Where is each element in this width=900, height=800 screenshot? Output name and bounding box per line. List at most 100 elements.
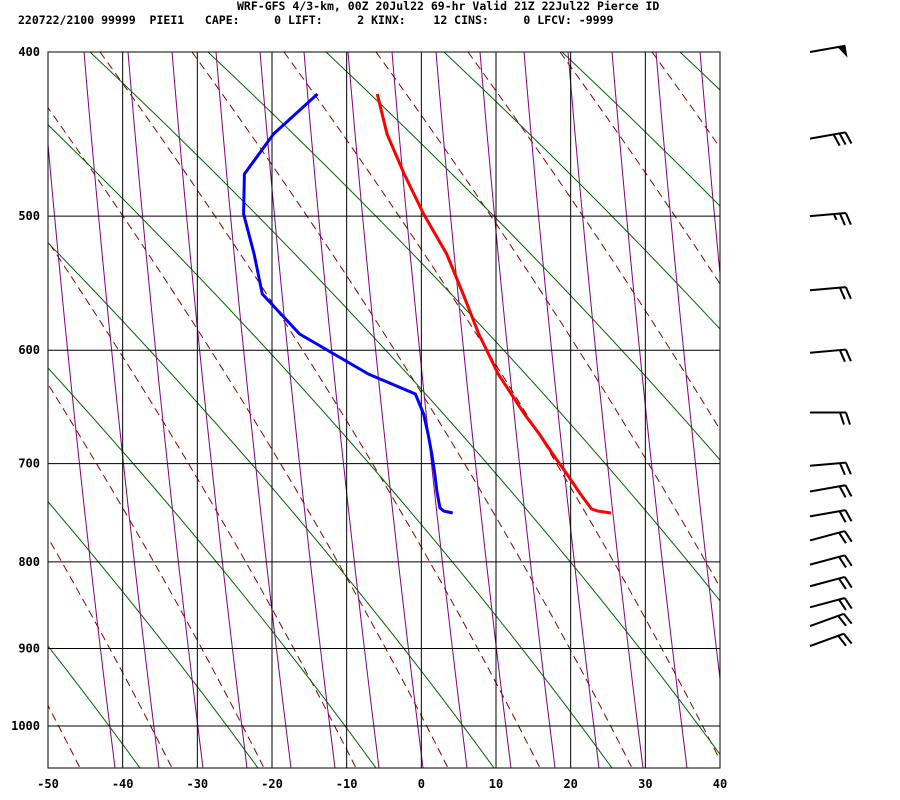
wind-barb-half-flag — [832, 213, 838, 221]
mixing-ratio-line — [48, 124, 613, 768]
x-tick-label: -10 — [336, 777, 358, 791]
wind-barb — [809, 554, 853, 568]
x-tick-label: 40 — [713, 777, 727, 791]
dry-adiabat-line — [48, 383, 265, 768]
x-axis-ticks: -50 -40 -30 -20 -10 0 10 20 30 40 — [37, 777, 727, 791]
wind-barb-flag — [844, 509, 853, 522]
wind-barb-flag — [838, 532, 847, 544]
dry-adiabat-line — [467, 52, 720, 431]
dry-adiabat-line — [375, 52, 720, 589]
wind-barb-flag — [845, 412, 851, 425]
moist-adiabat-line — [391, 52, 468, 768]
wind-barb-staff — [809, 44, 846, 53]
moist-adiabat-line — [523, 52, 600, 768]
wind-barb-flag — [843, 576, 853, 589]
wind-barb-staff — [809, 509, 846, 518]
dry-adiabat-line — [48, 240, 357, 768]
wind-barb — [809, 597, 853, 611]
wind-barb-flag — [843, 613, 853, 625]
moist-adiabat-line — [479, 52, 556, 768]
wind-barb-flag — [844, 212, 852, 226]
wind-barb-flag — [838, 510, 847, 523]
wind-barb — [809, 131, 853, 147]
wind-barb-flag — [844, 286, 852, 300]
mixing-ratio-line — [561, 52, 720, 207]
moist-adiabat-line — [171, 52, 248, 768]
wind-barb-flag — [844, 462, 852, 475]
sounding-traces — [242, 92, 612, 515]
x-tick-label: -20 — [261, 777, 283, 791]
x-tick-label: -50 — [37, 777, 59, 791]
y-tick-label: 400 — [18, 45, 40, 59]
moist-adiabat-line — [655, 52, 720, 683]
wind-barb-pennant — [837, 45, 848, 58]
wind-barbs — [809, 44, 853, 647]
wind-barb-flag — [838, 485, 847, 498]
moist-adiabat-line — [303, 52, 380, 768]
wind-barb — [809, 575, 853, 590]
grid — [47, 51, 721, 768]
wind-barb-flag — [843, 554, 853, 567]
dry-adiabat-line — [559, 52, 720, 285]
x-tick-label: -30 — [186, 777, 208, 791]
mixing-ratio-line — [325, 52, 720, 461]
moist-adiabat-line — [215, 52, 292, 768]
dry-adiabat-line — [99, 52, 541, 768]
wind-barb-flag — [838, 213, 846, 226]
background-lines — [48, 52, 900, 768]
wind-barb — [809, 286, 852, 300]
temperature-trace — [375, 93, 612, 515]
wind-barb-staff — [809, 131, 846, 140]
wind-barb-flag — [838, 349, 846, 363]
moist-adiabat-line — [435, 52, 512, 768]
y-tick-label: 500 — [18, 209, 40, 223]
wind-barb-flag — [844, 131, 853, 144]
mixing-ratio-line — [48, 645, 141, 768]
x-tick-label: 20 — [563, 777, 577, 791]
mixing-ratio-line — [679, 52, 720, 91]
dewpoint-trace — [242, 92, 454, 515]
wind-barb-flag — [843, 633, 853, 645]
dry-adiabat-line — [744, 52, 900, 768]
mixing-ratio-line — [48, 367, 377, 768]
moist-adiabat-line — [83, 52, 160, 768]
dry-adiabat-line — [48, 704, 81, 768]
wind-barb — [809, 212, 852, 226]
wind-barb-flag — [838, 462, 846, 476]
moist-adiabat-line — [347, 52, 424, 768]
dry-adiabat-line — [48, 106, 449, 768]
wind-barb-flag — [838, 599, 847, 611]
wind-barb — [809, 612, 853, 628]
mixing-ratio-line — [207, 52, 720, 602]
wind-barb-staff — [809, 484, 846, 493]
sounding-indices: 220722/2100 99999 PIEI1 CAPE: 0 LIFT: 2 … — [18, 13, 614, 27]
y-tick-label: 600 — [18, 343, 40, 357]
dry-adiabat-line — [651, 52, 720, 149]
chart-title: WRF-GFS 4/3-km, 00Z 20Jul22 69-hr Valid … — [237, 0, 660, 13]
x-tick-label: -40 — [112, 777, 134, 791]
wind-barb-flag — [832, 133, 841, 147]
x-tick-label: 30 — [638, 777, 652, 791]
wind-barb — [809, 44, 848, 58]
wind-barb — [809, 509, 853, 523]
wind-barb-flag — [843, 597, 853, 610]
wind-barb-flag — [837, 615, 847, 627]
moist-adiabat-line — [259, 52, 336, 768]
wind-barb — [809, 348, 852, 363]
x-tick-label: 0 — [418, 777, 425, 791]
wind-barb-flag — [838, 556, 847, 568]
dry-adiabat-line — [836, 52, 900, 768]
wind-barb — [809, 484, 853, 498]
mixing-ratio-line — [89, 52, 720, 756]
wind-barb-flag — [843, 530, 853, 543]
wind-barb-flag — [839, 412, 845, 425]
wind-barb — [809, 530, 853, 544]
wind-barb — [810, 411, 851, 425]
y-axis-ticks: 400 500 600 700 800 900 1000 — [11, 45, 40, 733]
moist-adiabat-line — [127, 52, 204, 768]
wind-barb-flag — [838, 132, 847, 146]
dry-adiabat-line — [283, 52, 720, 762]
wind-barb-flag — [844, 349, 852, 362]
wind-barb-flag — [838, 287, 846, 300]
